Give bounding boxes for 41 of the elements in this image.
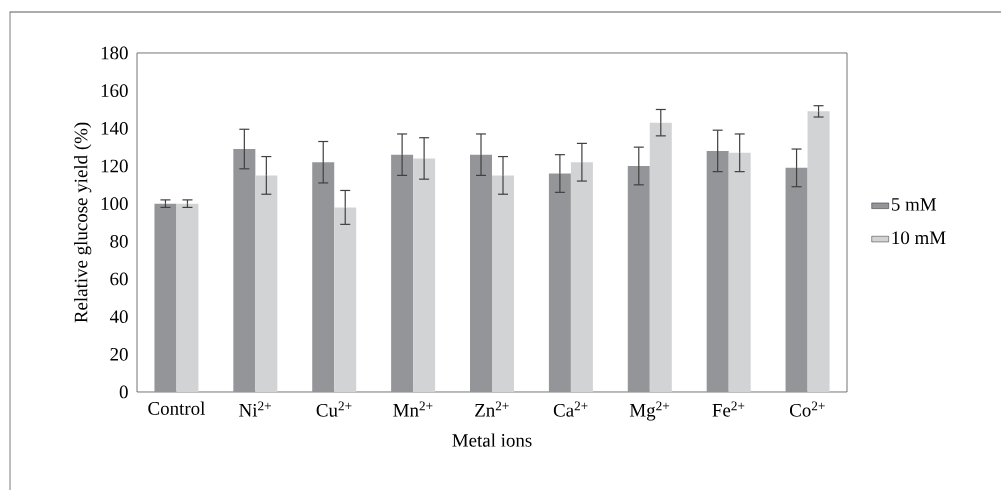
x-tick-label: Zn$^{2+}$ <box>475 401 509 417</box>
bar <box>807 111 830 392</box>
bar <box>785 167 808 392</box>
y-tick-label: 100 <box>101 197 128 211</box>
x-tick-label: Co$^{2+}$ <box>790 401 825 417</box>
y-tick-label: 160 <box>101 84 128 98</box>
x-axis-title: Metal ions <box>452 433 532 447</box>
bar <box>255 175 278 392</box>
y-tick-label: 20 <box>110 347 128 361</box>
y-axis-title: Relative glucose yield (%) <box>74 122 92 323</box>
bar <box>334 207 357 392</box>
bar <box>492 175 515 392</box>
bar <box>413 158 436 392</box>
bar <box>391 154 414 392</box>
x-tick-label: Ca$^{2+}$ <box>553 401 588 417</box>
x-tick-label: Mg$^{2+}$ <box>629 401 670 421</box>
x-tick-label: Mn$^{2+}$ <box>393 401 433 417</box>
bar <box>548 173 571 392</box>
y-tick-label: 80 <box>110 234 128 248</box>
y-tick-label: 120 <box>101 159 128 173</box>
y-tick-label: 0 <box>119 385 128 399</box>
x-tick-label: Cu$^{2+}$ <box>316 401 352 417</box>
bar <box>728 152 751 392</box>
legend-label: 5 mM <box>891 198 937 211</box>
legend-label: 10 mM <box>892 231 946 245</box>
x-tick-label: Ni$^{2+}$ <box>239 401 271 417</box>
bar <box>706 150 729 392</box>
y-tick-label: 60 <box>110 272 128 286</box>
bar <box>627 165 650 392</box>
y-tick-label: 180 <box>101 46 128 60</box>
bar <box>312 162 335 392</box>
bar <box>176 203 199 392</box>
bar <box>570 162 593 392</box>
x-tick-label: Control <box>148 401 205 415</box>
bar <box>470 154 493 392</box>
y-tick-label: 40 <box>109 310 128 324</box>
bar <box>154 203 177 392</box>
bar <box>233 149 256 392</box>
bar <box>649 122 672 392</box>
y-tick-label: 140 <box>101 121 128 135</box>
x-tick-label: Fe$^{2+}$ <box>712 401 745 417</box>
